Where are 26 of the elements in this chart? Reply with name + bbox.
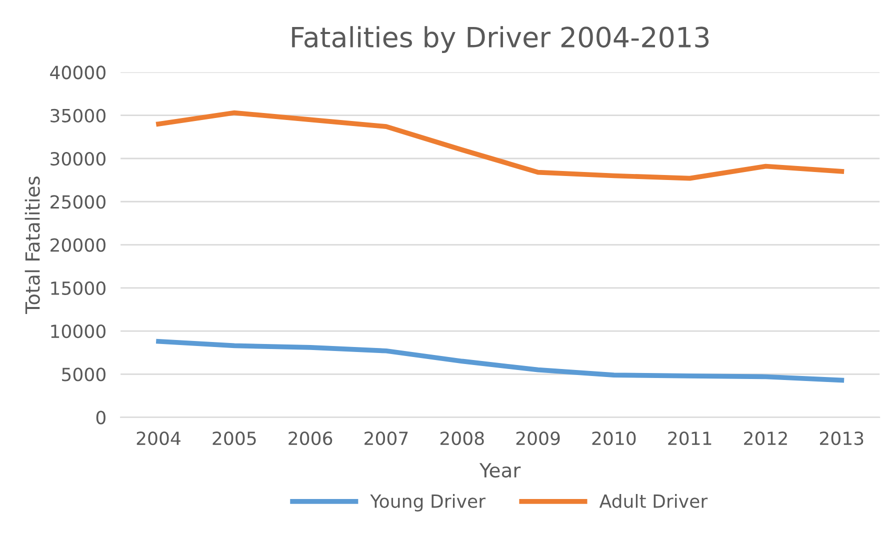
x-tick-label: 2007	[364, 432, 408, 446]
x-tick-label: 2009	[516, 432, 560, 446]
y-axis-title: Total Fatalities	[24, 176, 40, 314]
legend-label: Adult Driver	[599, 494, 708, 508]
x-tick-label: 2006	[288, 432, 332, 446]
x-tick-label: 2008	[440, 432, 484, 446]
y-tick-label: 25000	[50, 195, 106, 209]
y-tick-label: 30000	[50, 152, 106, 166]
y-tick-label: 20000	[50, 238, 106, 252]
x-tick-label: 2012	[744, 432, 787, 446]
y-tick-label: 40000	[50, 66, 106, 80]
y-tick-label: 5000	[62, 368, 106, 382]
y-tick-label: 15000	[51, 281, 106, 296]
line-series	[156, 110, 844, 181]
y-tick-label: 10000	[51, 324, 106, 338]
x-tick-label: 2011	[668, 432, 712, 446]
chart-title: Fatalities by Driver 2004-2013	[292, 26, 709, 53]
y-tick-label: 0	[96, 410, 106, 424]
x-axis-title: Year	[479, 463, 521, 478]
line-series	[156, 338, 844, 383]
x-tick-label: 2013	[820, 432, 864, 446]
x-tick-label: 2005	[212, 432, 256, 446]
x-tick-label: 2004	[136, 432, 180, 446]
y-tick-label: 35000	[50, 108, 106, 122]
legend-label: Young Driver	[370, 494, 486, 512]
x-tick-label: 2010	[592, 432, 636, 446]
